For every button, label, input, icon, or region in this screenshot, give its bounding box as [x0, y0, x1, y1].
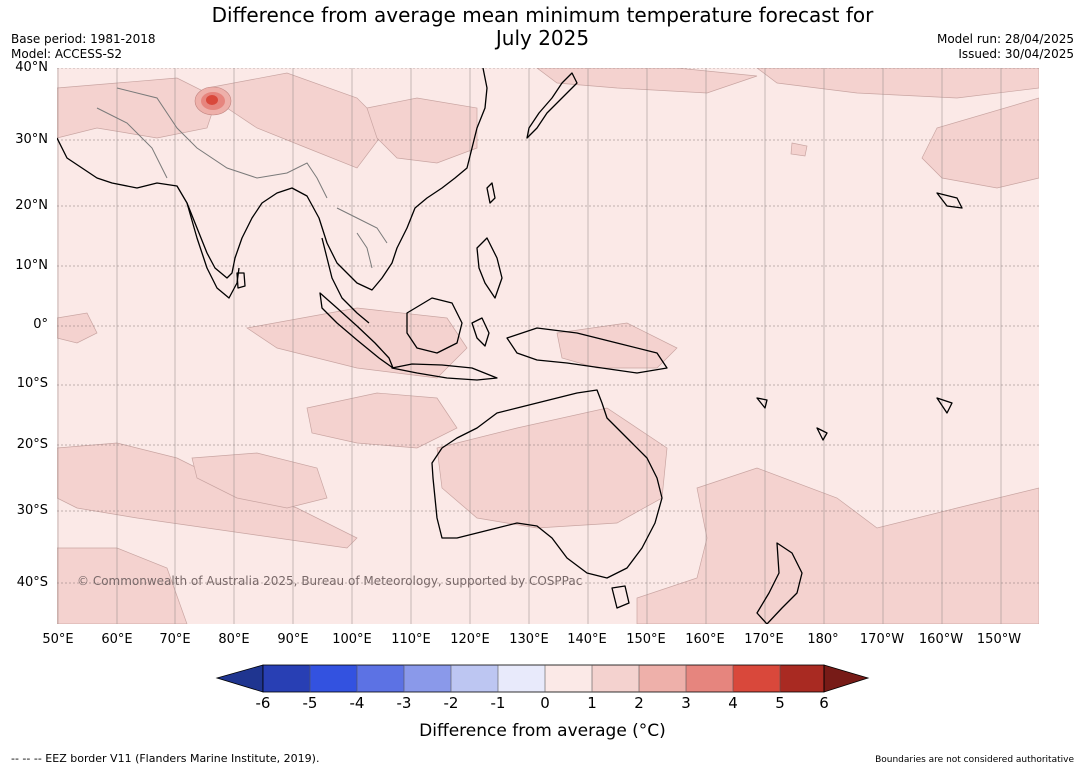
colorbar-high-extend-arrow: [823, 664, 870, 693]
australia-coast: [431, 389, 663, 579]
colorbar-tick: -4: [349, 694, 365, 712]
lat-label-40s: 40°S: [16, 575, 48, 590]
colorbar-tick: -3: [396, 694, 412, 712]
colorbar-tick: 2: [634, 694, 644, 712]
title-line-1: Difference from average mean minimum tem…: [211, 3, 874, 27]
title-line-2: July 2025: [495, 26, 590, 50]
colorbar-tick: 3: [681, 694, 691, 712]
colorbar-bin: [357, 665, 404, 692]
lon-label-180: 180°: [807, 632, 839, 647]
colorbar: [215, 664, 870, 693]
japan-coast: [526, 72, 578, 139]
lon-label-160e: 160°E: [685, 632, 725, 647]
metadata-right: Model run: 28/04/2025 Issued: 30/04/2025: [937, 32, 1074, 62]
asia-mainland-coast: [57, 68, 488, 291]
colorbar-bin: [310, 665, 357, 692]
eez-border-note: -- -- -- EEZ border V11 (Flanders Marine…: [11, 752, 320, 765]
metadata-left: Base period: 1981-2018 Model: ACCESS-S2: [11, 32, 156, 62]
new-guinea-coast: [506, 327, 668, 374]
colorbar-tick: 1: [587, 694, 597, 712]
colorbar-bin: [545, 665, 592, 692]
lat-label-20n: 20°N: [15, 198, 48, 213]
pacific-islands: [756, 192, 963, 441]
lat-label-0: 0°: [33, 317, 48, 332]
lon-label-100e: 100°E: [332, 632, 372, 647]
colorbar-bin: [263, 665, 310, 692]
colorbar-low-extend-arrow: [215, 664, 264, 693]
philippines-coast: [476, 237, 503, 299]
boundaries-disclaimer: Boundaries are not considered authoritat…: [875, 755, 1074, 765]
lat-label-20s: 20°S: [16, 437, 48, 452]
lon-label-150w: 150°W: [976, 632, 1022, 647]
base-period-text: Base period: 1981-2018: [11, 32, 156, 46]
colorbar-dividers: [309, 665, 781, 692]
lat-label-10s: 10°S: [16, 376, 48, 391]
colorbar-bin: [451, 665, 498, 692]
country-borders: [96, 87, 388, 269]
lat-label-40n: 40°N: [15, 60, 48, 75]
colorbar-tick: -5: [302, 694, 318, 712]
map-title: Difference from average mean minimum tem…: [0, 4, 1085, 50]
new-zealand-coast: [756, 542, 803, 624]
colorbar-tick: -2: [443, 694, 459, 712]
colorbar-bin: [404, 665, 451, 692]
tasmania-coast: [611, 585, 630, 609]
borneo-coast: [406, 297, 463, 354]
lon-label-60e: 60°E: [101, 632, 133, 647]
issued-text: Issued: 30/04/2025: [958, 47, 1074, 61]
colorbar-tick: 0: [540, 694, 550, 712]
colorbar-tick: -6: [255, 694, 271, 712]
colorbar-tick: 6: [819, 694, 829, 712]
colorbar-bin: [780, 665, 824, 692]
lat-label-30n: 30°N: [15, 132, 48, 147]
lon-label-130e: 130°E: [509, 632, 549, 647]
lon-label-170e: 170°E: [744, 632, 784, 647]
lon-label-120e: 120°E: [450, 632, 490, 647]
lon-label-70e: 70°E: [159, 632, 191, 647]
colorbar-tick: 4: [728, 694, 738, 712]
colorbar-tick: 5: [775, 694, 785, 712]
model-run-text: Model run: 28/04/2025: [936, 32, 1074, 46]
colorbar-bin: [592, 665, 639, 692]
lon-label-150e: 150°E: [626, 632, 666, 647]
colorbar-bin: [639, 665, 686, 692]
lon-label-90e: 90°E: [277, 632, 309, 647]
java-coast: [391, 363, 498, 381]
lon-label-110e: 110°E: [391, 632, 431, 647]
lon-label-140e: 140°E: [567, 632, 607, 647]
colorbar-bin: [686, 665, 733, 692]
forecast-map: © Commonwealth of Australia 2025, Bureau…: [57, 68, 1039, 624]
lon-label-50e: 50°E: [42, 632, 74, 647]
copyright-text: © Commonwealth of Australia 2025, Bureau…: [77, 574, 582, 588]
indian-subcontinent-coast: [186, 202, 240, 299]
longitude-gridlines: [57, 68, 1002, 624]
colorbar-tick: -1: [490, 694, 506, 712]
lat-label-30s: 30°S: [16, 503, 48, 518]
colorbar-bin: [498, 665, 545, 692]
taiwan-coast: [486, 182, 496, 204]
malay-peninsula-coast: [321, 237, 370, 324]
lat-label-10n: 10°N: [15, 258, 48, 273]
sulawesi-coast: [471, 317, 490, 347]
lon-label-170w: 170°W: [859, 632, 905, 647]
coastlines: [57, 68, 963, 624]
model-text: Model: ACCESS-S2: [11, 47, 123, 61]
colorbar-label: Difference from average (°C): [419, 721, 666, 741]
colorbar-bin: [733, 665, 780, 692]
sri-lanka-coast: [236, 272, 246, 289]
lon-label-160w: 160°W: [918, 632, 964, 647]
lon-label-80e: 80°E: [218, 632, 250, 647]
colorbar-outline: [262, 664, 825, 693]
anomaly-hotspot: [194, 86, 232, 116]
map-svg: © Commonwealth of Australia 2025, Bureau…: [57, 68, 1039, 624]
